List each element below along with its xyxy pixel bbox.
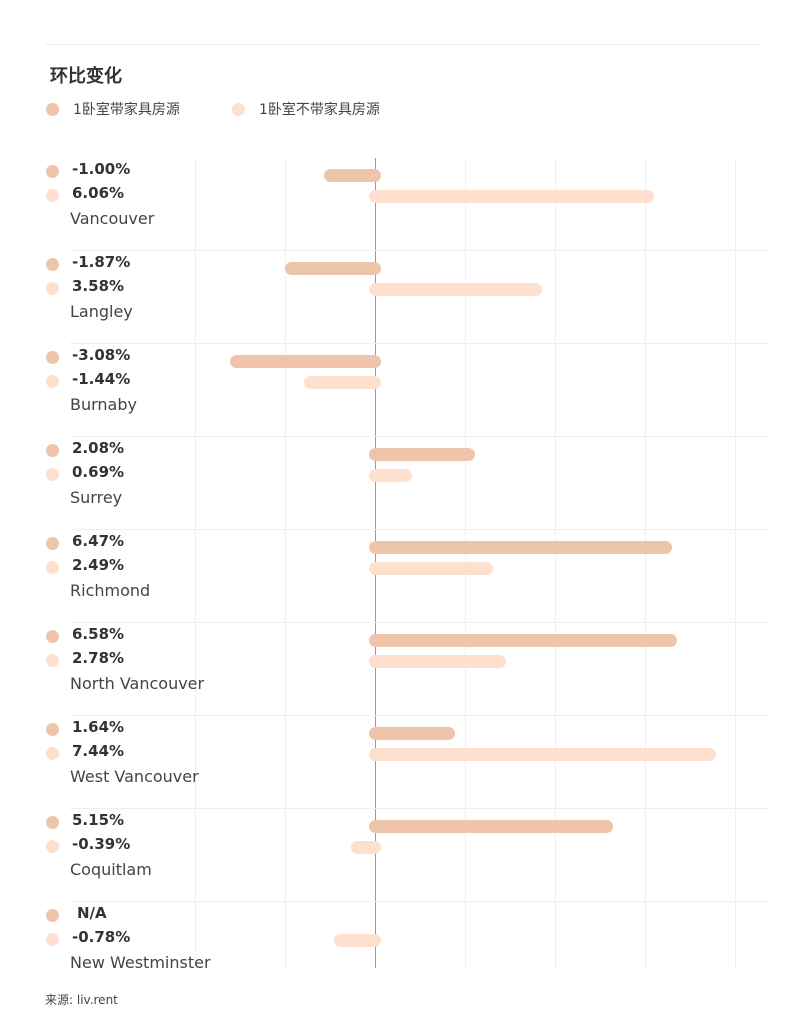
value-label-1: 6.06% (72, 184, 125, 202)
series-dot-1 (46, 189, 59, 202)
legend-label-unfurnished: 1卧室不带家具房源 (259, 102, 380, 118)
bar-furnished (369, 727, 455, 740)
bar-unfurnished (369, 655, 507, 668)
row-separator (70, 715, 768, 716)
value-label-1: -1.44% (72, 370, 131, 388)
value-label-0: -1.87% (72, 253, 131, 271)
value-label-1: 2.78% (72, 649, 125, 667)
legend-dot-furnished (46, 102, 59, 116)
row-separator (70, 250, 768, 251)
value-label-1: 3.58% (72, 277, 125, 295)
value-label-0: 1.64% (72, 718, 125, 736)
legend-item-unfurnished: 1卧室不带家具房源 (232, 99, 380, 119)
value-label-0: 5.15% (72, 811, 125, 829)
series-dot-0 (46, 537, 59, 550)
bar-furnished (230, 355, 381, 368)
category-label: New Westminster (70, 953, 211, 972)
value-label-0: -1.00% (72, 160, 131, 178)
series-dot-1 (46, 282, 59, 295)
series-dot-1 (46, 747, 59, 760)
row-separator (70, 343, 768, 344)
legend-label-furnished: 1卧室带家具房源 (73, 102, 180, 118)
category-label: Vancouver (70, 209, 155, 228)
series-dot-1 (46, 561, 59, 574)
top-divider (45, 44, 760, 45)
category-label: Surrey (70, 488, 123, 507)
category-label: West Vancouver (70, 767, 199, 786)
gridline (645, 158, 646, 968)
value-label-1: 0.69% (72, 463, 125, 481)
series-dot-0 (46, 630, 59, 643)
category-label: Richmond (70, 581, 151, 600)
bar-unfurnished (333, 934, 381, 947)
row-separator (70, 529, 768, 530)
bar-unfurnished (351, 841, 381, 854)
bar-furnished (369, 541, 673, 554)
legend-dot-unfurnished (232, 102, 245, 116)
bar-furnished (369, 820, 613, 833)
source-note: 来源: liv.rent (45, 993, 118, 1007)
series-dot-0 (46, 258, 59, 271)
series-dot-1 (46, 654, 59, 667)
series-dot-0 (46, 909, 59, 922)
value-label-0: -3.08% (72, 346, 131, 364)
value-label-1: 2.49% (72, 556, 125, 574)
value-label-1: -0.78% (72, 928, 131, 946)
row-separator (70, 436, 768, 437)
bar-furnished (369, 448, 475, 461)
bar-unfurnished (369, 283, 543, 296)
bar-unfurnished (304, 376, 381, 389)
value-label-0: N/A (77, 904, 107, 922)
category-label: Coquitlam (70, 860, 152, 879)
series-dot-1 (46, 840, 59, 853)
value-label-0: 6.47% (72, 532, 125, 550)
chart-title: 环比变化 (50, 66, 122, 87)
gridline (195, 158, 196, 968)
series-dot-0 (46, 444, 59, 457)
row-separator (70, 622, 768, 623)
category-label: Burnaby (70, 395, 137, 414)
value-label-0: 6.58% (72, 625, 125, 643)
bar-furnished (284, 262, 381, 275)
value-label-1: -0.39% (72, 835, 131, 853)
value-label-0: 2.08% (72, 439, 125, 457)
row-separator (70, 808, 768, 809)
bar-furnished (324, 169, 381, 182)
series-dot-1 (46, 933, 59, 946)
series-dot-0 (46, 723, 59, 736)
bar-unfurnished (369, 469, 413, 482)
value-label-1: 7.44% (72, 742, 125, 760)
gridline (735, 158, 736, 968)
series-dot-1 (46, 468, 59, 481)
row-separator (70, 901, 768, 902)
bar-unfurnished (369, 748, 716, 761)
bar-unfurnished (369, 562, 494, 575)
series-dot-0 (46, 351, 59, 364)
gridline (555, 158, 556, 968)
series-dot-1 (46, 375, 59, 388)
bar-unfurnished (369, 190, 654, 203)
category-label: North Vancouver (70, 674, 205, 693)
series-dot-0 (46, 816, 59, 829)
gridline (285, 158, 286, 968)
bar-furnished (369, 634, 678, 647)
series-dot-0 (46, 165, 59, 178)
legend-item-furnished: 1卧室带家具房源 (46, 99, 180, 119)
category-label: Langley (70, 302, 133, 321)
